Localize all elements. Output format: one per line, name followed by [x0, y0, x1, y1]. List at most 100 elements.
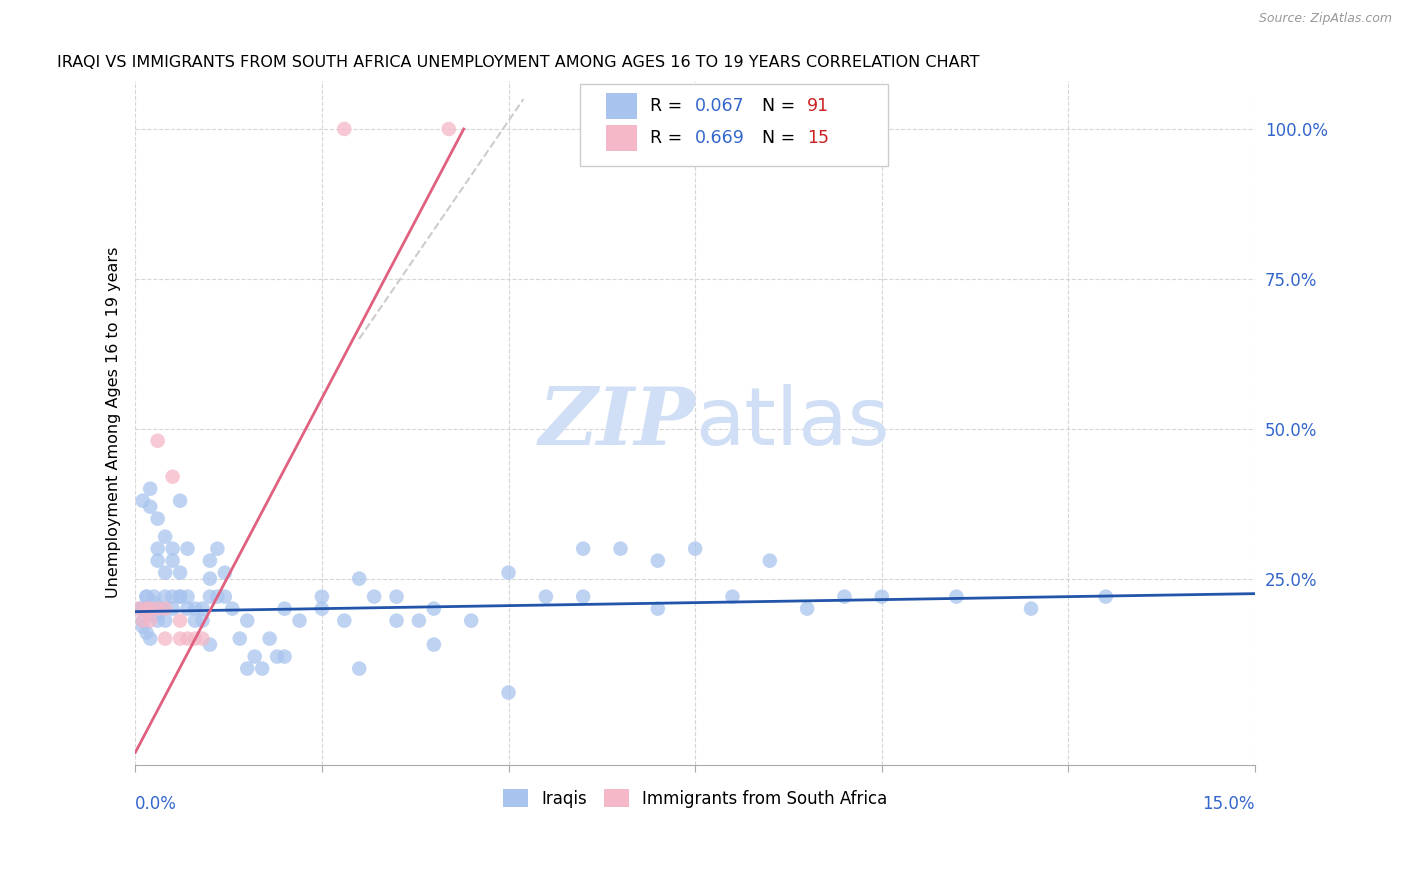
- Point: [132, 614, 155, 628]
- Point: [311, 590, 333, 604]
- Point: [647, 601, 669, 615]
- Point: [198, 572, 221, 586]
- Text: 0.669: 0.669: [695, 128, 745, 147]
- Point: [423, 601, 446, 615]
- Point: [408, 614, 430, 628]
- Point: [153, 530, 176, 544]
- Point: [169, 566, 191, 580]
- Point: [135, 601, 157, 615]
- Point: [169, 590, 191, 604]
- Point: [146, 554, 169, 568]
- Text: Source: ZipAtlas.com: Source: ZipAtlas.com: [1258, 12, 1392, 25]
- Point: [437, 122, 460, 136]
- Point: [229, 632, 252, 646]
- Point: [423, 638, 446, 652]
- Text: N =: N =: [762, 128, 801, 147]
- Point: [363, 590, 385, 604]
- Point: [191, 614, 214, 628]
- Point: [176, 541, 198, 556]
- Point: [135, 590, 157, 604]
- Point: [162, 601, 184, 615]
- Point: [135, 590, 157, 604]
- Point: [132, 614, 155, 628]
- Point: [683, 541, 706, 556]
- Point: [184, 632, 207, 646]
- Point: [311, 601, 333, 615]
- Point: [198, 554, 221, 568]
- Point: [153, 614, 176, 628]
- Point: [347, 572, 370, 586]
- Point: [198, 638, 221, 652]
- Point: [385, 590, 408, 604]
- Point: [146, 601, 169, 615]
- Point: [534, 590, 557, 604]
- Point: [146, 511, 169, 525]
- Point: [153, 601, 176, 615]
- Text: 0.067: 0.067: [695, 96, 745, 115]
- Point: [221, 601, 243, 615]
- Point: [236, 662, 259, 676]
- Point: [146, 607, 169, 622]
- Legend: Iraqis, Immigrants from South Africa: Iraqis, Immigrants from South Africa: [496, 783, 894, 814]
- Point: [191, 601, 214, 615]
- Text: atlas: atlas: [695, 384, 890, 462]
- Point: [385, 614, 408, 628]
- Text: R =: R =: [651, 96, 688, 115]
- Point: [162, 590, 184, 604]
- FancyBboxPatch shape: [579, 85, 887, 167]
- Text: N =: N =: [762, 96, 801, 115]
- Point: [796, 601, 818, 615]
- Point: [572, 541, 595, 556]
- Point: [139, 601, 162, 615]
- Point: [139, 614, 162, 628]
- Y-axis label: Unemployment Among Ages 16 to 19 years: Unemployment Among Ages 16 to 19 years: [107, 247, 121, 599]
- Point: [273, 601, 295, 615]
- Point: [139, 632, 162, 646]
- Point: [169, 614, 191, 628]
- Point: [191, 632, 214, 646]
- Text: 15.0%: 15.0%: [1202, 795, 1256, 813]
- Point: [132, 601, 155, 615]
- Point: [146, 614, 169, 628]
- Text: 91: 91: [807, 96, 830, 115]
- Point: [139, 607, 162, 622]
- Point: [162, 541, 184, 556]
- FancyBboxPatch shape: [606, 93, 637, 119]
- Point: [184, 601, 207, 615]
- Point: [288, 614, 311, 628]
- Point: [870, 590, 893, 604]
- Text: 0.0%: 0.0%: [135, 795, 177, 813]
- Point: [139, 500, 162, 514]
- Point: [498, 685, 520, 699]
- Point: [153, 590, 176, 604]
- Point: [162, 554, 184, 568]
- Point: [150, 601, 173, 615]
- Point: [207, 590, 229, 604]
- Point: [1094, 590, 1116, 604]
- Point: [609, 541, 631, 556]
- Point: [146, 434, 169, 448]
- Point: [347, 662, 370, 676]
- Point: [759, 554, 782, 568]
- Point: [142, 607, 165, 622]
- Point: [333, 122, 356, 136]
- Point: [146, 541, 169, 556]
- Point: [214, 590, 236, 604]
- Point: [572, 590, 595, 604]
- Point: [460, 614, 482, 628]
- Point: [146, 601, 169, 615]
- Point: [128, 601, 150, 615]
- Point: [273, 649, 295, 664]
- Point: [184, 614, 207, 628]
- FancyBboxPatch shape: [606, 125, 637, 151]
- Point: [266, 649, 288, 664]
- Point: [250, 662, 273, 676]
- Point: [150, 601, 173, 615]
- Point: [169, 590, 191, 604]
- Point: [139, 601, 162, 615]
- Point: [169, 632, 191, 646]
- Point: [721, 590, 744, 604]
- Point: [498, 566, 520, 580]
- Point: [945, 590, 967, 604]
- Point: [162, 469, 184, 483]
